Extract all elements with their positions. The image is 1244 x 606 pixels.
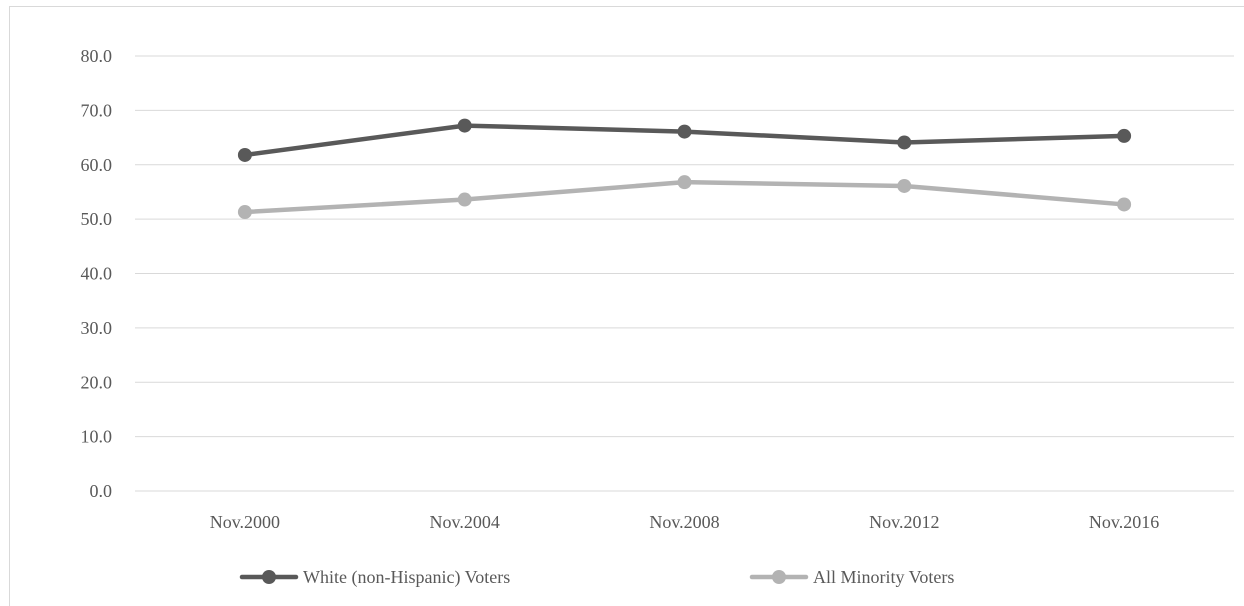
data-point: [457, 192, 472, 207]
y-tick-label: 30.0: [81, 318, 113, 338]
y-axis-tick-labels: 0.0 10.0 20.0 30.0 40.0 50.0 60.0 70.0 80.0: [81, 46, 113, 501]
chart-frame: [9, 6, 1244, 606]
legend: White (non-Hispanic) Voters All Minority …: [239, 567, 954, 588]
data-point: [677, 124, 692, 139]
legend-label: White (non-Hispanic) Voters: [303, 567, 510, 588]
legend-swatch-marker: [772, 570, 786, 584]
x-tick-label: Nov.2012: [869, 512, 939, 532]
data-point: [1117, 197, 1132, 212]
y-tick-label: 50.0: [81, 209, 113, 229]
y-tick-label: 70.0: [81, 100, 113, 120]
x-axis-tick-labels: Nov.2000 Nov.2004 Nov.2008 Nov.2012 Nov.2016: [210, 512, 1160, 532]
y-tick-label: 80.0: [81, 46, 113, 66]
legend-label: All Minority Voters: [813, 567, 954, 587]
legend-item: All Minority Voters: [749, 567, 954, 587]
x-tick-label: Nov.2016: [1089, 512, 1159, 532]
x-tick-label: Nov.2008: [649, 512, 719, 532]
y-tick-label: 20.0: [81, 372, 113, 392]
data-point: [237, 205, 252, 220]
data-point: [1117, 128, 1132, 143]
y-tick-label: 0.0: [90, 481, 113, 501]
data-point: [677, 175, 692, 190]
x-tick-label: Nov.2004: [430, 512, 500, 532]
data-point: [457, 118, 472, 133]
legend-swatch-marker: [262, 570, 276, 584]
data-point: [237, 147, 252, 162]
legend-item: White (non-Hispanic) Voters: [239, 567, 510, 588]
data-point: [897, 178, 912, 193]
y-tick-label: 40.0: [81, 264, 113, 284]
gridlines: [135, 55, 1234, 492]
series-lines: [237, 118, 1132, 220]
x-tick-label: Nov.2000: [210, 512, 280, 532]
y-tick-label: 10.0: [81, 427, 113, 447]
y-tick-label: 60.0: [81, 155, 113, 175]
data-point: [897, 135, 912, 150]
